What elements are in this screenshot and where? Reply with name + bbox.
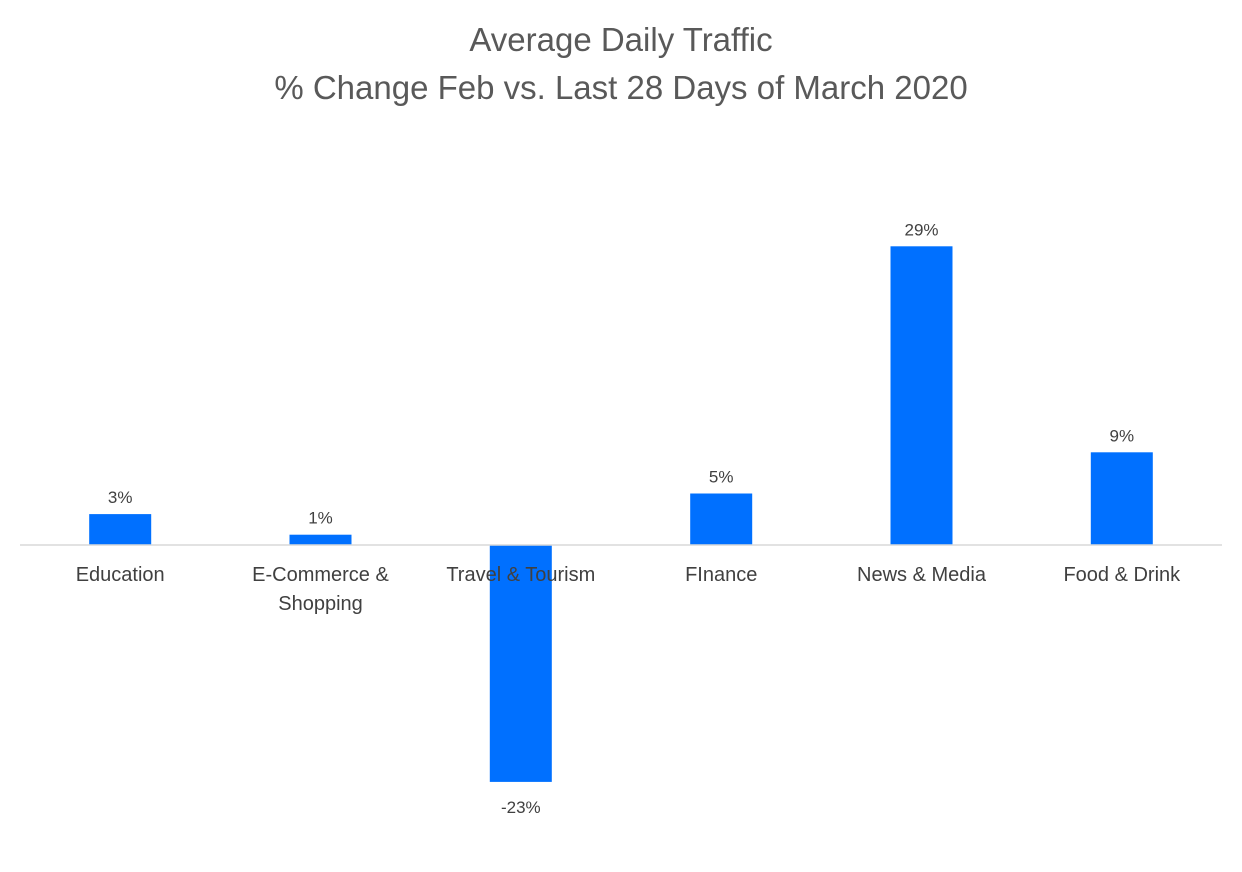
bar (89, 514, 152, 545)
bar (289, 534, 352, 545)
data-label: 5% (709, 468, 734, 487)
x-tick-label: E-Commerce & (252, 564, 389, 586)
x-tick-label: Travel & Tourism (446, 564, 595, 586)
x-tick-label: Education (76, 564, 165, 586)
bar (690, 493, 753, 545)
bar (890, 246, 953, 546)
bar (489, 545, 552, 782)
x-tick-label: Food & Drink (1063, 564, 1181, 586)
chart-title: Average Daily Traffic (469, 21, 773, 58)
data-label: 29% (904, 220, 938, 239)
bar (1090, 452, 1153, 545)
x-tick-label: FInance (685, 564, 757, 586)
chart-subtitle: % Change Feb vs. Last 28 Days of March 2… (274, 69, 968, 106)
x-tick-label: Shopping (278, 593, 363, 615)
x-tick-label: News & Media (857, 564, 987, 586)
data-label: -23% (501, 798, 541, 817)
data-label: 3% (108, 488, 133, 507)
data-label: 1% (308, 509, 333, 528)
data-label: 9% (1110, 426, 1135, 445)
